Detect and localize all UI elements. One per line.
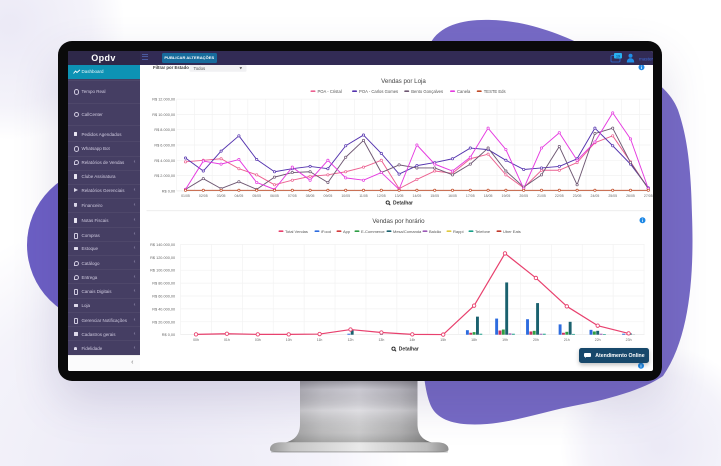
svg-text:25/05: 25/05	[608, 194, 617, 198]
svg-text:i: i	[641, 218, 642, 223]
svg-text:13/05: 13/05	[394, 194, 403, 198]
svg-text:00h: 00h	[193, 338, 199, 342]
svg-text:Detalhar: Detalhar	[398, 346, 418, 352]
svg-text:13h: 13h	[378, 338, 384, 342]
svg-text:08/05: 08/05	[305, 194, 314, 198]
svg-text:Detalhar: Detalhar	[393, 200, 413, 206]
svg-text:11h: 11h	[316, 338, 322, 342]
svg-text:14/05: 14/05	[412, 194, 421, 198]
svg-text:06/05: 06/05	[270, 194, 279, 198]
svg-text:i: i	[640, 363, 641, 368]
svg-text:17/05: 17/05	[465, 194, 474, 198]
svg-text:Telefone: Telefone	[475, 229, 491, 234]
svg-text:R$ 2.000,00: R$ 2.000,00	[154, 174, 175, 178]
svg-text:19/05: 19/05	[501, 194, 510, 198]
svg-text:07/05: 07/05	[287, 194, 296, 198]
svg-text:R$ 120.000,00: R$ 120.000,00	[150, 256, 175, 260]
svg-text:10h: 10h	[285, 338, 291, 342]
svg-text:R$ 6.000,00: R$ 6.000,00	[154, 143, 175, 147]
svg-text:R$ 10.000,00: R$ 10.000,00	[152, 113, 175, 117]
svg-text:14h: 14h	[409, 338, 415, 342]
svg-text:Filtrar por Estado: Filtrar por Estado	[153, 65, 189, 70]
svg-text:Canela: Canela	[457, 89, 471, 94]
svg-text:TESTE Eds: TESTE Eds	[483, 89, 505, 94]
svg-text:Total Vendas: Total Vendas	[285, 229, 308, 234]
svg-text:23/05: 23/05	[572, 194, 581, 198]
svg-text:R$ 12.000,00: R$ 12.000,00	[152, 97, 175, 101]
svg-text:master: master	[639, 57, 654, 62]
svg-text:26/05: 26/05	[626, 194, 635, 198]
svg-text:18/05: 18/05	[483, 194, 492, 198]
svg-text:15h: 15h	[440, 338, 446, 342]
svg-text:20h: 20h	[532, 338, 538, 342]
svg-text:R$ 0,00: R$ 0,00	[161, 333, 174, 337]
svg-text:12h: 12h	[347, 338, 353, 342]
svg-text:iFood: iFood	[321, 229, 331, 234]
svg-text:02/05: 02/05	[198, 194, 207, 198]
svg-text:App: App	[343, 229, 351, 234]
svg-text:10/05: 10/05	[341, 194, 350, 198]
svg-text:12/05: 12/05	[376, 194, 385, 198]
svg-text:R$ 0,00: R$ 0,00	[161, 189, 174, 193]
svg-text:21/05: 21/05	[537, 194, 546, 198]
svg-text:R$ 80.000,00: R$ 80.000,00	[152, 281, 175, 285]
svg-text:Balcão: Balcão	[429, 229, 442, 234]
svg-text:R$ 4.000,00: R$ 4.000,00	[154, 159, 175, 163]
svg-text:R$ 60.000,00: R$ 60.000,00	[152, 294, 175, 298]
svg-text:Rappi: Rappi	[453, 229, 464, 234]
svg-text:R$ 100.000,00: R$ 100.000,00	[150, 268, 175, 272]
svg-text:16/05: 16/05	[448, 194, 457, 198]
svg-text:POA - Carlos Gomes: POA - Carlos Gomes	[359, 89, 398, 94]
svg-text:Vendas por horário: Vendas por horário	[372, 218, 425, 225]
svg-text:24/05: 24/05	[590, 194, 599, 198]
svg-text:05/05: 05/05	[252, 194, 261, 198]
svg-text:21h: 21h	[563, 338, 569, 342]
svg-text:R$ 20.000,00: R$ 20.000,00	[152, 320, 175, 324]
svg-text:19: 19	[616, 54, 620, 58]
svg-text:04/05: 04/05	[234, 194, 243, 198]
svg-text:R$ 8.000,00: R$ 8.000,00	[154, 128, 175, 132]
svg-text:20/05: 20/05	[519, 194, 528, 198]
svg-text:R$ 140.000,00: R$ 140.000,00	[150, 243, 175, 247]
svg-text:E-Commerce: E-Commerce	[361, 229, 385, 234]
svg-text:11/05: 11/05	[359, 194, 368, 198]
svg-text:15/05: 15/05	[430, 194, 439, 198]
svg-text:22h: 22h	[594, 338, 600, 342]
svg-text:POA - Cristal: POA - Cristal	[317, 89, 341, 94]
svg-text:09/05: 09/05	[323, 194, 332, 198]
svg-text:23h: 23h	[625, 338, 631, 342]
svg-text:Todos: Todos	[193, 66, 206, 71]
svg-text:19h: 19h	[502, 338, 508, 342]
svg-text:03h: 03h	[254, 338, 260, 342]
svg-text:i: i	[640, 65, 641, 70]
svg-text:Vendas por Loja: Vendas por Loja	[381, 78, 426, 85]
svg-text:22/05: 22/05	[554, 194, 563, 198]
svg-text:03/05: 03/05	[216, 194, 225, 198]
svg-text:27/05: 27/05	[643, 194, 652, 198]
svg-text:Uber Eats: Uber Eats	[503, 229, 521, 234]
svg-text:Mesa/Comanda: Mesa/Comanda	[393, 229, 422, 234]
svg-text:18h: 18h	[471, 338, 477, 342]
svg-text:01h: 01h	[223, 338, 229, 342]
svg-text:R$ 40.000,00: R$ 40.000,00	[152, 307, 175, 311]
svg-text:Bento Gonçalves: Bento Gonçalves	[411, 89, 443, 94]
svg-text:01/05: 01/05	[181, 194, 190, 198]
